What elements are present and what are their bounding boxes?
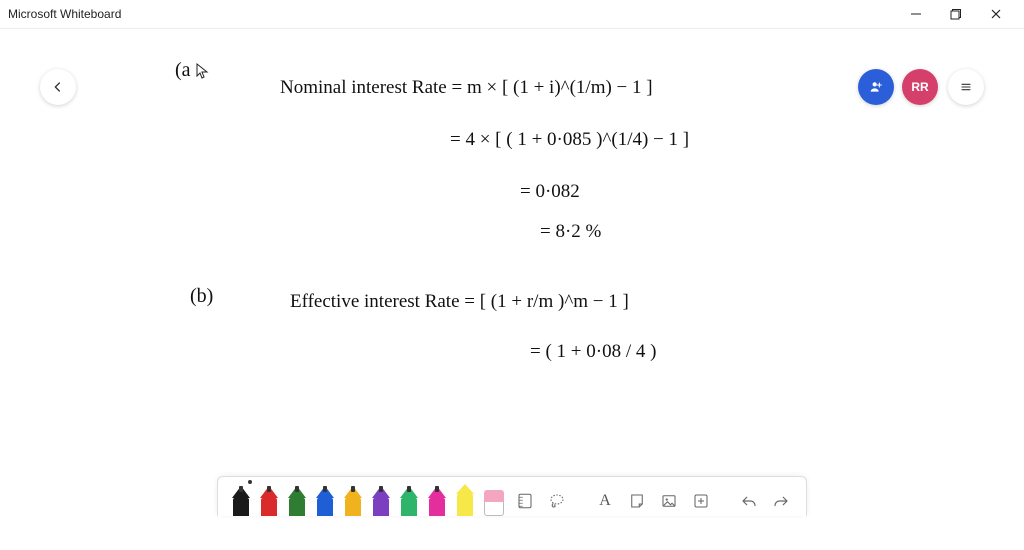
avatar-initials: RR: [911, 80, 928, 94]
part-b-label: (b): [190, 285, 213, 308]
text-tool-label: A: [599, 492, 611, 510]
pen-tool-5[interactable]: [372, 486, 390, 516]
drawing-toolbar: A: [217, 476, 807, 516]
hamburger-icon: [958, 79, 974, 95]
equation-line-5: Effective interest Rate = [ (1 + r/m )^m…: [290, 291, 629, 313]
redo-icon: [772, 492, 790, 510]
redo-button[interactable]: [770, 486, 792, 516]
cursor-icon: [196, 63, 210, 79]
arrow-left-icon: [50, 79, 66, 95]
equation-line-1: Nominal interest Rate = m × [ (1 + i)^(1…: [280, 77, 653, 99]
back-button[interactable]: [40, 69, 76, 105]
highlighter-tool[interactable]: [456, 486, 474, 516]
settings-menu-button[interactable]: [948, 69, 984, 105]
pen-tool-4[interactable]: [344, 486, 362, 516]
ruler-tool[interactable]: [514, 486, 536, 516]
whiteboard-canvas[interactable]: RR (a Nominal interest Rate = m × [ (1 +…: [0, 28, 1024, 518]
lasso-icon: [548, 492, 566, 510]
equation-line-3: = 0·082: [520, 181, 580, 203]
user-avatar[interactable]: RR: [902, 69, 938, 105]
share-button[interactable]: [858, 69, 894, 105]
part-a-label: (a: [175, 59, 191, 82]
add-tool[interactable]: [690, 486, 712, 516]
equation-line-4: = 8·2 %: [540, 221, 601, 243]
window-close-button[interactable]: [976, 0, 1016, 28]
undo-button[interactable]: [738, 486, 760, 516]
note-tool[interactable]: [626, 486, 648, 516]
window-maximize-button[interactable]: [936, 0, 976, 28]
pen-tool-1[interactable]: [260, 486, 278, 516]
pen-tool-3[interactable]: [316, 486, 334, 516]
image-tool[interactable]: [658, 486, 680, 516]
text-tool[interactable]: A: [594, 486, 616, 516]
equation-line-2: = 4 × [ ( 1 + 0·085 )^(1/4) − 1 ]: [450, 129, 689, 151]
window-title: Microsoft Whiteboard: [8, 7, 121, 21]
pen-tool-6[interactable]: [400, 486, 418, 516]
eraser-tool[interactable]: [484, 490, 504, 516]
window-minimize-button[interactable]: [896, 0, 936, 28]
ruler-icon: [516, 492, 534, 510]
image-icon: [660, 492, 678, 510]
plus-square-icon: [692, 492, 710, 510]
person-share-icon: [868, 79, 884, 95]
pen-tool-2[interactable]: [288, 486, 306, 516]
window-titlebar: Microsoft Whiteboard: [0, 0, 1024, 28]
pen-tool-7[interactable]: [428, 486, 446, 516]
undo-icon: [740, 492, 758, 510]
pen-tool-0[interactable]: [232, 486, 250, 516]
note-icon: [628, 492, 646, 510]
equation-line-6: = ( 1 + 0·08 / 4 ): [530, 341, 656, 363]
lasso-tool[interactable]: [546, 486, 568, 516]
